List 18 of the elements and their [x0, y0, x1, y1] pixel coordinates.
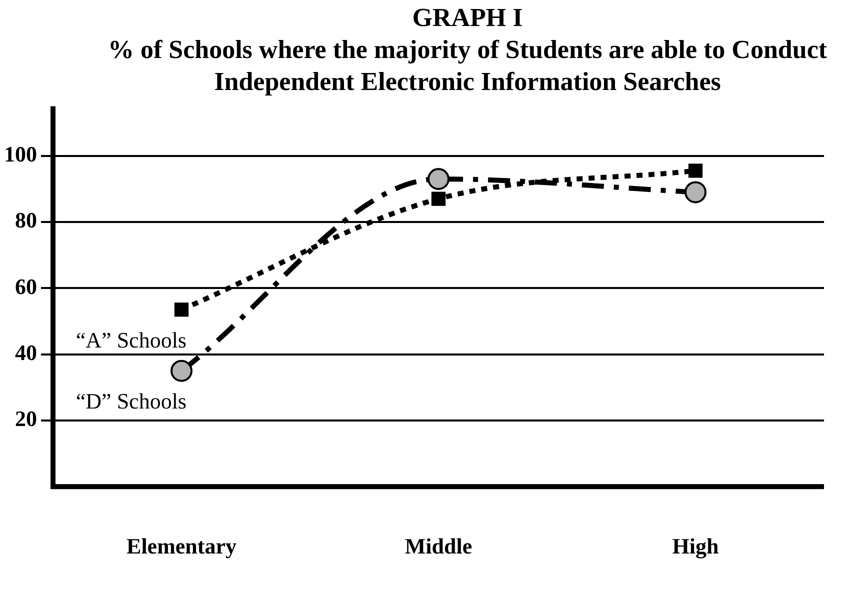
chart-title: GRAPH I [411, 2, 524, 34]
chart-subtitle: % of Schools where the majority of Students are able to Conduct Independent Electronic Information Searches [106, 34, 828, 98]
x-tick-label: Elementary [126, 533, 236, 558]
y-tick-label: 40 [15, 340, 37, 365]
series-label: “A” Schools [76, 327, 186, 352]
point [431, 192, 446, 206]
point [174, 302, 189, 317]
point [428, 168, 450, 190]
y-tick-label: 80 [15, 208, 37, 233]
point [684, 181, 706, 204]
x-tick-label: High [672, 533, 719, 558]
point [170, 360, 192, 382]
y-tick-label: 60 [15, 274, 37, 299]
y-tick-label: 100 [4, 142, 37, 167]
x-tick-label: Middle [404, 533, 472, 558]
series-label: “D” Schools [76, 388, 186, 414]
y-tick-label: 20 [15, 406, 37, 432]
point [688, 164, 703, 178]
